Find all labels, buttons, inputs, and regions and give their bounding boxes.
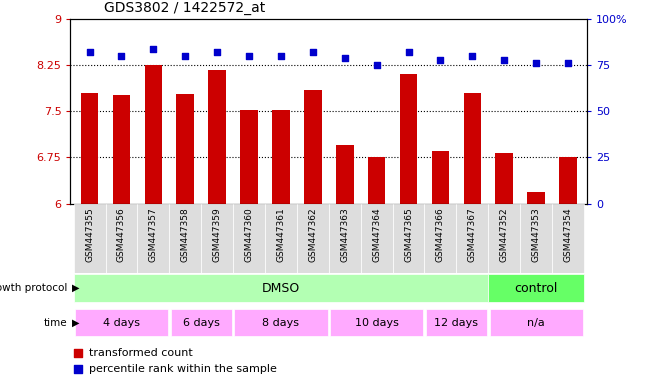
Text: GSM447363: GSM447363: [340, 207, 349, 262]
Text: GSM447366: GSM447366: [436, 207, 445, 262]
Bar: [169, 204, 201, 273]
Text: GDS3802 / 1422572_at: GDS3802 / 1422572_at: [104, 2, 265, 15]
Bar: [393, 204, 425, 273]
Bar: [234, 309, 327, 336]
Bar: [74, 204, 105, 273]
Point: [467, 53, 478, 59]
Bar: [464, 93, 481, 204]
Bar: [297, 204, 329, 273]
Bar: [368, 157, 385, 204]
Bar: [488, 274, 584, 302]
Bar: [201, 204, 233, 273]
Point: [307, 49, 318, 55]
Point: [73, 349, 84, 356]
Point: [435, 57, 446, 63]
Text: GSM447361: GSM447361: [276, 207, 285, 262]
Bar: [400, 74, 417, 204]
Text: GSM447362: GSM447362: [309, 207, 317, 262]
Bar: [520, 204, 552, 273]
Bar: [176, 94, 194, 204]
Text: GSM447360: GSM447360: [244, 207, 254, 262]
Bar: [490, 309, 582, 336]
Text: GSM447365: GSM447365: [404, 207, 413, 262]
Text: ▶: ▶: [72, 283, 79, 293]
Text: ▶: ▶: [72, 318, 79, 328]
Text: GSM447367: GSM447367: [468, 207, 477, 262]
Point: [212, 49, 223, 55]
Point: [403, 49, 414, 55]
Bar: [425, 204, 456, 273]
Bar: [272, 110, 290, 204]
Bar: [170, 309, 232, 336]
Bar: [431, 151, 449, 204]
Bar: [81, 93, 99, 204]
Bar: [265, 204, 297, 273]
Text: DMSO: DMSO: [262, 281, 300, 295]
Bar: [209, 70, 226, 204]
Bar: [425, 309, 487, 336]
Bar: [456, 204, 488, 273]
Bar: [361, 204, 393, 273]
Text: growth protocol: growth protocol: [0, 283, 67, 293]
Bar: [75, 309, 168, 336]
Text: GSM447358: GSM447358: [180, 207, 190, 262]
Text: GSM447357: GSM447357: [149, 207, 158, 262]
Bar: [559, 157, 577, 204]
Point: [371, 62, 382, 68]
Point: [73, 366, 84, 372]
Bar: [329, 204, 361, 273]
Point: [562, 60, 573, 66]
Point: [244, 53, 254, 59]
Bar: [304, 90, 321, 204]
Text: 6 days: 6 days: [183, 318, 219, 328]
Text: GSM447356: GSM447356: [117, 207, 126, 262]
Point: [531, 60, 541, 66]
Point: [148, 46, 159, 52]
Text: GSM447354: GSM447354: [564, 207, 572, 262]
Bar: [113, 95, 130, 204]
Bar: [240, 110, 258, 204]
Text: time: time: [44, 318, 67, 328]
Text: GSM447359: GSM447359: [213, 207, 221, 262]
Text: 4 days: 4 days: [103, 318, 140, 328]
Bar: [105, 204, 138, 273]
Text: n/a: n/a: [527, 318, 545, 328]
Point: [340, 55, 350, 61]
Point: [499, 57, 509, 63]
Text: percentile rank within the sample: percentile rank within the sample: [89, 364, 276, 374]
Bar: [145, 65, 162, 204]
Point: [116, 53, 127, 59]
Text: 12 days: 12 days: [434, 318, 478, 328]
Text: transformed count: transformed count: [89, 348, 193, 358]
Bar: [233, 204, 265, 273]
Bar: [330, 309, 423, 336]
Text: GSM447353: GSM447353: [531, 207, 541, 262]
Text: 8 days: 8 days: [262, 318, 299, 328]
Text: GSM447355: GSM447355: [85, 207, 94, 262]
Bar: [495, 153, 513, 204]
Text: GSM447364: GSM447364: [372, 207, 381, 262]
Point: [276, 53, 287, 59]
Point: [180, 53, 191, 59]
Bar: [488, 204, 520, 273]
Text: GSM447352: GSM447352: [500, 207, 509, 262]
Bar: [527, 192, 545, 204]
Text: 10 days: 10 days: [355, 318, 399, 328]
Bar: [336, 145, 354, 204]
Bar: [552, 204, 584, 273]
Bar: [74, 274, 488, 302]
Text: control: control: [515, 281, 558, 295]
Point: [85, 49, 95, 55]
Bar: [138, 204, 169, 273]
